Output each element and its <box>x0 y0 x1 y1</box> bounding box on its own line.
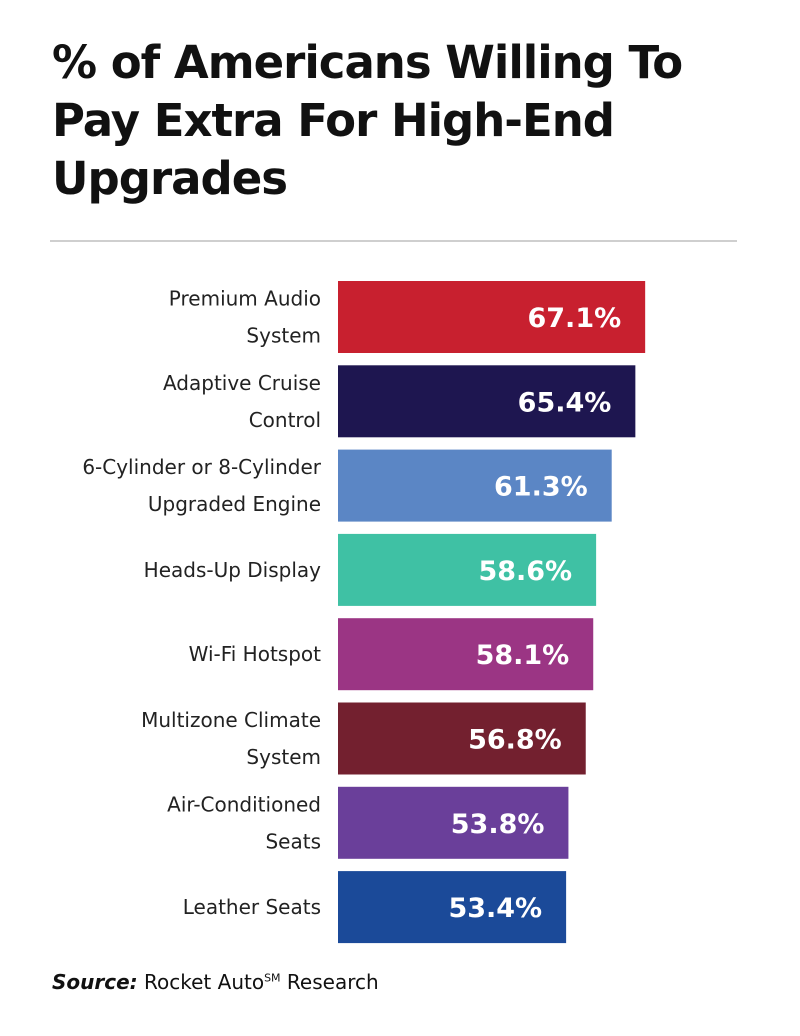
category-label: Premium Audio <box>169 287 321 311</box>
bar <box>338 618 594 691</box>
data-label: 56.8% <box>468 725 562 756</box>
source-text: Rocket Auto <box>144 970 265 994</box>
data-label: 53.4% <box>448 893 542 924</box>
bar <box>338 365 636 438</box>
category-label: Control <box>249 408 321 432</box>
source-label: Source: <box>52 970 138 994</box>
category-label: Wi-Fi Hotspot <box>189 642 322 666</box>
data-label: 58.6% <box>478 556 572 587</box>
category-label: 6-Cylinder or 8-Cylinder <box>82 455 321 479</box>
category-label: Upgraded Engine <box>148 492 321 516</box>
data-label: 65.4% <box>518 387 612 418</box>
data-label: 67.1% <box>527 303 621 334</box>
source-note: Source: Rocket AutoSM Research <box>52 970 379 994</box>
bar <box>338 533 597 606</box>
bar <box>338 702 586 775</box>
category-label: Leather Seats <box>183 895 321 919</box>
bar <box>338 281 646 353</box>
data-label: 61.3% <box>494 472 588 503</box>
bar <box>338 786 569 859</box>
divider <box>50 240 737 242</box>
bar <box>338 871 567 944</box>
chart-title: % of Americans Willing To Pay Extra For … <box>52 36 683 205</box>
data-label: 53.8% <box>451 809 545 840</box>
bar <box>338 449 612 522</box>
category-label: Air-Conditioned <box>167 792 321 816</box>
data-label: 58.1% <box>476 640 570 671</box>
category-label: Seats <box>265 829 321 853</box>
category-label: Heads-Up Display <box>144 558 322 582</box>
category-label: Multizone Climate <box>141 708 321 732</box>
category-label: System <box>246 745 321 769</box>
category-label: Adaptive Cruise <box>163 371 321 395</box>
source-suffix: Research <box>280 970 379 994</box>
service-mark: SM <box>264 971 281 985</box>
category-label: System <box>246 324 321 348</box>
